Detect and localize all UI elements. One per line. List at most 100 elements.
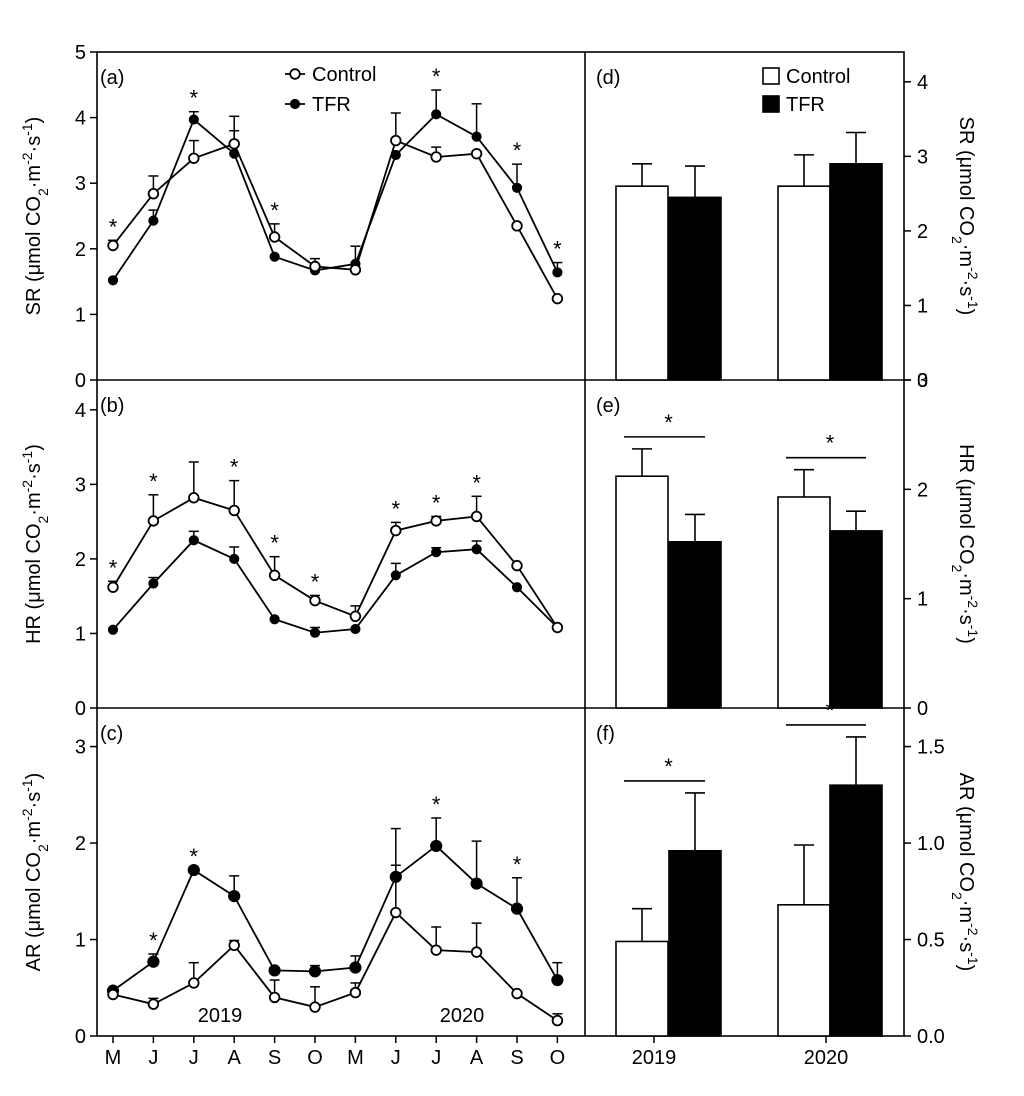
significance-star: * (311, 569, 320, 594)
significance-star: * (149, 928, 158, 953)
x-tick-label: 2019 (632, 1047, 677, 1069)
control-point (228, 939, 240, 952)
y-tick-label: 0 (75, 370, 86, 392)
control-point (268, 231, 281, 243)
y-tick-label: 3 (75, 474, 86, 496)
panel-label: (c) (100, 723, 123, 745)
control-point (551, 1014, 564, 1027)
significance-star: * (109, 555, 118, 580)
tfr-point (471, 544, 482, 555)
panel-label: (f) (596, 723, 615, 745)
significance-star: * (432, 792, 441, 817)
control-point (147, 187, 160, 200)
tfr-bar (668, 541, 722, 709)
control-point (309, 1001, 321, 1013)
significance-star: * (149, 469, 158, 494)
legend-control-marker (289, 68, 301, 80)
y-tick-label: 4 (75, 400, 86, 422)
tfr-line (112, 113, 559, 281)
significance-star: * (553, 237, 562, 262)
significance-star: * (664, 410, 673, 435)
y-axis-label-text: AR (μmol CO2·m-2·s-1) (19, 773, 51, 972)
control-point (390, 524, 402, 537)
tfr-point (471, 131, 482, 142)
tfr-bar (829, 163, 883, 381)
tfr-point (390, 570, 401, 581)
control-point (107, 581, 119, 593)
x-tick-label: J (391, 1047, 401, 1069)
significance-star: * (826, 431, 835, 456)
control-point (268, 991, 281, 1004)
tfr-point (431, 547, 442, 558)
panel-label: (a) (100, 67, 124, 89)
tfr-point (511, 182, 523, 193)
tfr-point (229, 553, 240, 565)
y-tick-label: 5 (75, 42, 86, 64)
y-tick-label: 0 (75, 698, 86, 720)
control-line (112, 911, 558, 1022)
tfr-point (431, 109, 442, 120)
tfr-point (511, 582, 523, 593)
x-tick-label: M (105, 1047, 122, 1069)
y-tick-label: 0 (75, 1026, 86, 1048)
tfr-bar (668, 849, 722, 1037)
tfr-point (229, 148, 240, 159)
y-axis-label: HR (μmol CO2·m-2·s-1) (949, 444, 981, 644)
tfr-bar (668, 196, 722, 381)
control-bar (777, 496, 831, 709)
y-tick-label: 2 (75, 549, 86, 571)
control-point (511, 987, 523, 1000)
x-tick-label: O (550, 1047, 566, 1069)
control-point (188, 977, 200, 989)
control-bar (777, 903, 831, 1037)
y-axis-label: SR (μmol CO2·m-2·s-1) (949, 117, 981, 316)
x-tick-label: S (510, 1047, 523, 1069)
control-point (470, 946, 483, 958)
panel-label: (d) (596, 67, 620, 89)
x-tick-label: J (189, 1047, 199, 1069)
y-axis-label: AR (μmol CO2·m-2·s-1) (19, 773, 51, 972)
y-tick-label: 3 (75, 737, 86, 759)
y-tick-label: 3 (917, 370, 928, 392)
legend-tfr-label: TFR (312, 94, 351, 116)
tfr-point (228, 890, 241, 903)
tfr-point (551, 973, 564, 987)
y-tick-label: 0.0 (917, 1026, 945, 1048)
tfr-point (147, 955, 160, 968)
control-point (430, 515, 442, 527)
significance-star: * (392, 496, 401, 521)
significance-star: * (432, 64, 441, 89)
control-bar (777, 185, 831, 381)
legend-tfr-label: TFR (786, 94, 825, 116)
legend-control-label: Control (786, 66, 850, 88)
tfr-point (107, 275, 119, 286)
control-point (551, 292, 564, 305)
tfr-point (390, 149, 401, 161)
control-point (309, 260, 321, 273)
control-point (268, 569, 281, 582)
tfr-point (188, 114, 199, 125)
control-point (349, 610, 362, 623)
panel-label: (e) (596, 395, 620, 417)
tfr-bar (829, 784, 883, 1037)
y-tick-label: 4 (75, 108, 86, 130)
x-tick-label: O (307, 1047, 323, 1069)
tfr-point (349, 961, 362, 974)
legend-tfr-marker (289, 98, 301, 110)
y-axis-label: AR (μmol CO2·m-2·s-1) (949, 773, 981, 972)
significance-star: * (270, 531, 279, 556)
x-tick-label: J (431, 1047, 441, 1069)
significance-star: * (664, 754, 673, 779)
control-point (147, 998, 160, 1010)
legend-control-swatch (762, 67, 780, 85)
tfr-point (430, 839, 443, 853)
y-axis-label-text: SR (μmol CO2·m-2·s-1) (949, 117, 981, 316)
control-point (147, 515, 160, 527)
tfr-point (389, 870, 402, 883)
tfr-point (510, 902, 524, 915)
y-tick-label: 3 (917, 146, 928, 168)
legend-tfr-swatch (762, 95, 780, 113)
figure-frame (96, 51, 905, 1037)
tfr-point (148, 215, 159, 226)
